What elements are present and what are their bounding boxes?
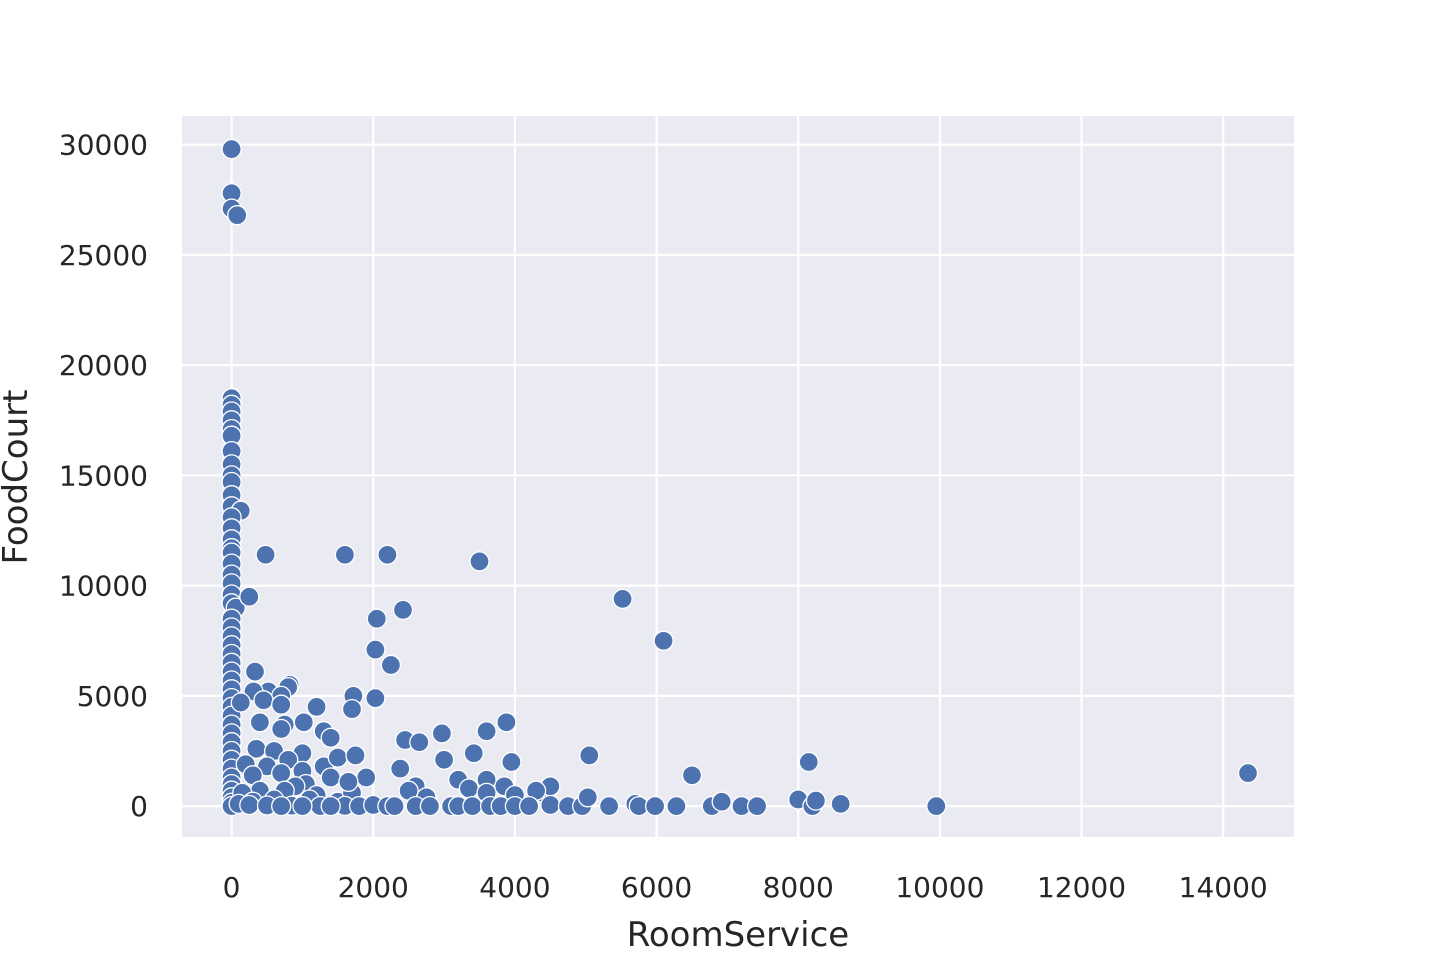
y-tick-label: 25000 [59,239,148,272]
scatter-point [431,723,453,744]
scatter-point [365,687,386,709]
scatter-point [334,544,356,565]
scatter-point [377,544,398,565]
x-tick-label: 10000 [895,871,984,904]
scatter-point [255,544,276,565]
scatter-point [390,758,411,779]
x-tick-label: 2000 [338,871,409,904]
y-tick-label: 30000 [59,129,148,162]
y-tick-label: 15000 [59,459,148,492]
scatter-point [293,712,314,733]
scatter-point [577,787,598,808]
x-tick-label: 14000 [1179,871,1268,904]
scatter-point [433,749,455,770]
scatter-point [338,771,359,793]
scatter-point [366,608,387,629]
scatter-point [392,599,414,621]
plot-background [182,116,1294,837]
scatter-point [496,712,517,733]
scatter-point [244,661,266,682]
scatter-point [501,751,522,773]
scatter-point [711,791,732,812]
scatter-point [476,721,497,742]
scatter-point [320,727,341,748]
x-tick-label: 6000 [621,871,692,904]
scatter-point [409,732,430,753]
scatter-point [681,765,703,786]
scatter-point [469,551,490,572]
scatter-point [239,586,260,607]
scatter-point [653,630,674,651]
scatter-point [249,712,271,733]
scatter-point [239,794,260,816]
scatter-point [292,795,313,817]
scatter-point [384,795,405,817]
scatter-point [463,743,484,764]
scatter-point [345,745,366,766]
scatter-point [320,795,341,817]
scatter-point [805,790,827,811]
grid-lines [182,116,1294,837]
scatter-point [253,690,274,711]
x-axis-label: RoomService [627,915,849,955]
scatter-point [579,745,600,766]
scatter-point [271,694,292,715]
y-axis-label: FoodCourt [0,390,36,565]
x-tick-labels: 0 2000 4000 6000 8000 10000 12000 14000 [223,871,1268,904]
scatter-point [666,795,687,817]
scatter-point [271,795,292,817]
x-tick-label: 12000 [1037,871,1126,904]
scatter-point [518,795,540,817]
scatter-point [644,795,666,817]
scatter-point [320,767,341,788]
scatter-point [306,696,327,718]
y-tick-label: 5000 [77,680,148,713]
scatter-point [612,588,633,610]
scatter-point [380,654,402,676]
x-tick-label: 4000 [479,871,550,904]
scatter-point [462,795,483,817]
scatter-point [365,639,386,660]
scatter-point [926,795,947,817]
scatter-point [419,795,441,817]
scatter-point [798,751,819,773]
scatter-point [830,793,851,815]
scatter-point [458,778,480,799]
scatter-point [598,795,620,817]
scatter-point [746,795,768,817]
y-tick-label: 10000 [59,570,148,603]
data-points [221,138,1259,817]
scatter-point [227,205,248,226]
x-tick-label: 0 [223,871,241,904]
y-tick-label: 0 [130,790,148,823]
scatter-point [327,747,348,768]
y-tick-labels: 0 5000 10000 15000 20000 25000 30000 [59,129,148,823]
y-tick-label: 20000 [59,349,148,382]
scatter-point [341,698,363,720]
scatter-point [540,794,561,816]
scatter-point [356,767,377,788]
scatter-point [230,692,251,713]
scatter-point [1237,762,1259,784]
x-tick-label: 8000 [763,871,834,904]
scatter-point [221,138,242,160]
scatter-point [271,718,292,740]
